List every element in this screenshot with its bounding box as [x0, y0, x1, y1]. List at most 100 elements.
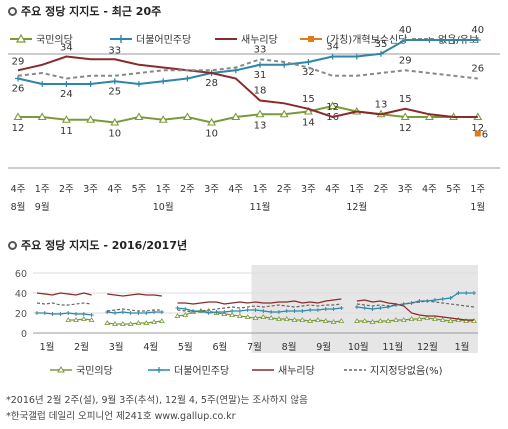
- data-label-더불어민주당: 26: [12, 84, 25, 95]
- data-label-국민의당: 12: [399, 123, 412, 134]
- point-더불어민주당: [63, 81, 70, 87]
- point-국민의당: [299, 317, 306, 322]
- point-더불어민주당: [42, 311, 47, 315]
- series-line-지지정당없음: [177, 303, 342, 313]
- point-더불어민주당: [50, 312, 55, 316]
- legend-marker-triangle: [57, 366, 65, 373]
- point-더불어민주당: [370, 307, 375, 311]
- x-tick-week: 2주: [180, 184, 195, 195]
- point-국민의당: [432, 316, 438, 321]
- point-국민의당: [134, 112, 144, 121]
- data-label-더불어민주당: 25: [108, 86, 121, 97]
- point-더불어민주당: [184, 75, 191, 82]
- point-국민의당: [279, 109, 289, 118]
- point-국민의당: [135, 320, 142, 325]
- bullet-circle-icon: [8, 6, 17, 16]
- point-더불어민주당: [329, 53, 336, 60]
- point-국민의당: [13, 112, 23, 121]
- point-더불어민주당: [58, 312, 63, 316]
- point-더불어민주당: [472, 291, 476, 295]
- point-국민의당: [463, 318, 470, 323]
- x-tick-week: 5주: [132, 184, 147, 195]
- x-tick-month: 8월: [282, 341, 297, 353]
- data-label-국민의당: 14: [302, 118, 315, 129]
- bullet-circle-icon: [8, 240, 17, 250]
- x-tick-week: 4주: [422, 184, 437, 195]
- point-국민의당: [268, 315, 275, 320]
- legend-label-새누리당: 새누리당: [278, 365, 315, 377]
- x-tick-month: 1월: [470, 201, 485, 213]
- point-국민의당: [400, 112, 410, 121]
- point-국민의당: [182, 112, 192, 121]
- x-tick-month: 1월: [455, 341, 470, 353]
- series-line-새누리당: [107, 293, 162, 297]
- point-더불어민주당: [128, 311, 133, 315]
- y-tick-label: 20: [15, 309, 27, 320]
- series-line-국민의당: [356, 317, 474, 323]
- point-국민의당: [369, 319, 376, 324]
- point-더불어민주당: [464, 291, 469, 295]
- series-line-새누리당: [36, 292, 92, 296]
- data-label-국민의당: 11: [60, 126, 73, 137]
- x-tick-week: 4주: [325, 184, 340, 195]
- point-더불어민주당: [353, 53, 360, 60]
- point-국민의당: [393, 317, 399, 322]
- point-국민의당: [385, 318, 392, 323]
- data-label-새누리당: 34: [60, 43, 73, 54]
- point-국민의당: [252, 315, 259, 320]
- point-더불어민주당: [136, 81, 142, 87]
- series-line-국민의당: [18, 104, 478, 124]
- point-더불어민주당: [323, 307, 328, 311]
- data-label-새누리당: 13: [375, 99, 388, 110]
- point-국민의당: [408, 316, 415, 321]
- legend-label-더불어민주당: 더불어민주당: [136, 34, 191, 46]
- point-국민의당: [112, 321, 118, 326]
- point-국민의당: [338, 318, 345, 323]
- point-국민의당: [354, 318, 360, 323]
- data-label-더불어민주당: 40: [471, 25, 484, 36]
- point-더불어민주당: [214, 310, 219, 314]
- point-국민의당: [424, 315, 431, 320]
- point-더불어민주당: [175, 306, 180, 310]
- point-더불어민주당: [456, 291, 461, 295]
- point-국민의당: [80, 316, 87, 321]
- legend-label-더불어민주당: 더불어민주당: [174, 365, 229, 377]
- y-tick-label: 0: [21, 329, 27, 340]
- point-더불어민주당: [474, 37, 481, 43]
- point-국민의당: [37, 112, 47, 121]
- point-국민의당: [182, 312, 189, 317]
- x-tick-month: 7월: [247, 341, 262, 353]
- data-label-국민의당: 13: [254, 120, 267, 131]
- series-line-새누리당: [356, 299, 474, 321]
- x-tick-week: 3주: [301, 184, 316, 195]
- data-label-더불어민주당: 34: [326, 42, 339, 53]
- point-국민의당: [307, 318, 314, 323]
- point-더불어민주당: [89, 313, 94, 317]
- legend-label-새누리당: 새누리당: [241, 34, 278, 46]
- x-tick-month: 11월: [382, 341, 403, 353]
- point-더불어민주당: [222, 310, 227, 314]
- y-tick-label: 60: [15, 269, 27, 280]
- point-국민의당: [291, 317, 298, 322]
- data-label-더불어민주당: 35: [375, 39, 388, 50]
- point-국민의당: [86, 115, 96, 123]
- data-label-새누리당: 15: [399, 94, 412, 105]
- data-label-없음유보: 33: [254, 44, 267, 55]
- x-tick-month: 8월: [11, 201, 26, 213]
- point-국민의당: [158, 115, 168, 123]
- x-tick-week: 3주: [83, 184, 98, 195]
- point-더불어민주당: [35, 311, 39, 315]
- point-국민의당: [283, 316, 290, 321]
- point-국민의당: [400, 317, 407, 322]
- point-더불어민주당: [159, 310, 164, 314]
- footnote-survey: *2016년 2월 2주(설), 9월 3주(추석), 12월 4, 5주(연말…: [6, 395, 308, 406]
- data-label-새누리당: 33: [108, 45, 121, 56]
- legend-label-지지정당없음: 지지정당없음(%): [370, 364, 443, 377]
- point-국민의당: [439, 317, 446, 322]
- point-국민의당: [119, 321, 126, 326]
- y-tick-label: 40: [15, 289, 27, 300]
- legend-label-국민의당: 국민의당: [36, 34, 73, 46]
- data-label-새누리당: 29: [12, 56, 25, 67]
- point-국민의당: [322, 318, 329, 323]
- point-더불어민주당: [339, 306, 344, 310]
